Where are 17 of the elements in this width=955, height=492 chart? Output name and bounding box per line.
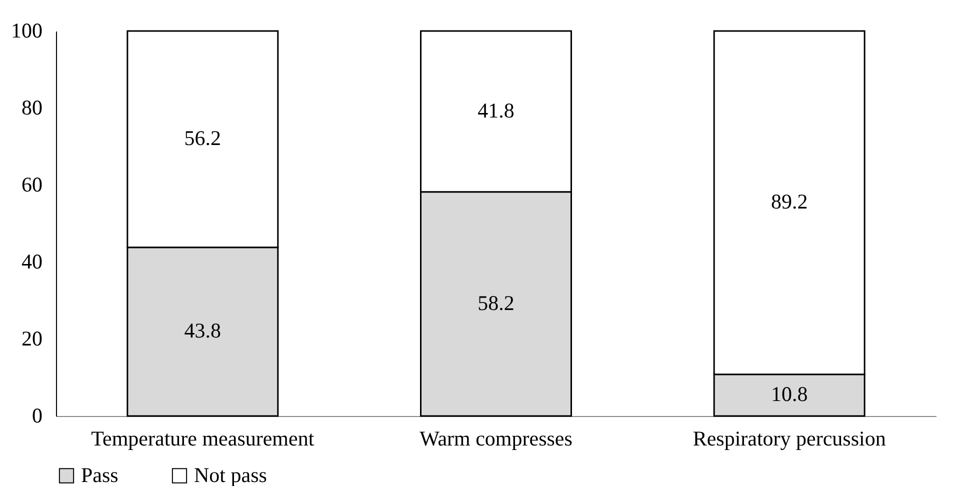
data-label: 41.8 [478, 98, 514, 122]
data-label: 58.2 [478, 290, 514, 315]
x-tick-label: Respiratory percussion [692, 426, 886, 450]
x-tick-label: Temperature measurement [91, 426, 314, 450]
y-tick-label: 40 [22, 250, 42, 274]
y-tick-label: 80 [22, 96, 42, 120]
data-label: 89.2 [770, 190, 808, 214]
legend-label: Pass [81, 462, 118, 487]
y-tick-label: 60 [22, 172, 42, 196]
y-tick-label: 20 [22, 326, 42, 350]
y-tick-label: 0 [32, 404, 42, 428]
data-label: 43.8 [184, 318, 222, 343]
x-tick-label: Warm compresses [420, 426, 572, 450]
y-tick-label: 100 [11, 18, 42, 42]
legend-label: Not pass [194, 462, 267, 487]
data-label: 10.8 [770, 382, 808, 406]
data-label: 56.2 [184, 126, 222, 150]
